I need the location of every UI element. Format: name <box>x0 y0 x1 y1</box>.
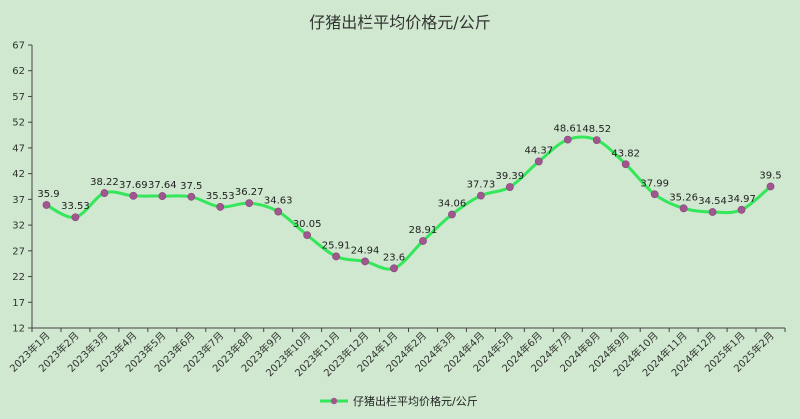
legend-marker-swatch <box>330 397 338 405</box>
data-point <box>187 192 196 201</box>
data-point <box>71 213 80 222</box>
data-point <box>245 199 254 208</box>
data-point <box>650 190 659 199</box>
data-point <box>419 237 427 245</box>
data-label: 25.91 <box>322 240 351 251</box>
data-label: 37.5 <box>180 181 202 192</box>
data-label: 35.53 <box>206 191 235 202</box>
data-label: 39.39 <box>496 171 525 182</box>
y-tick-label: 47 <box>12 143 25 154</box>
data-point <box>390 264 398 273</box>
data-point <box>621 160 630 169</box>
data-label: 37.99 <box>640 178 669 189</box>
data-label: 34.54 <box>698 196 727 207</box>
data-label: 33.53 <box>61 201 90 212</box>
y-tick-label: 42 <box>12 169 25 180</box>
series-line-layer <box>44 135 773 271</box>
y-tick-label: 52 <box>12 118 25 129</box>
data-point <box>448 210 456 219</box>
data-point <box>129 191 138 200</box>
data-point <box>100 189 109 197</box>
data-point <box>534 157 543 166</box>
legend-label: 仔猪出栏平均价格元/公斤 <box>353 394 478 408</box>
y-tick-label: 62 <box>12 66 25 77</box>
data-point <box>332 252 340 261</box>
data-label: 23.6 <box>383 252 405 263</box>
data-point <box>42 201 51 209</box>
y-tick-label: 27 <box>12 246 25 257</box>
data-label: 48.52 <box>582 124 611 135</box>
data-point <box>361 257 369 266</box>
legend: 仔猪出栏平均价格元/公斤 <box>320 394 478 408</box>
data-label: 34.63 <box>264 196 293 207</box>
data-label: 38.22 <box>90 177 119 188</box>
data-point <box>766 182 775 191</box>
data-point <box>563 135 572 144</box>
data-label: 28.91 <box>409 225 438 236</box>
data-label: 24.94 <box>351 245 380 256</box>
data-label: 43.82 <box>611 148 640 159</box>
data-point <box>274 207 283 216</box>
data-point <box>505 183 514 191</box>
data-label: 34.06 <box>438 198 467 209</box>
data-label: 37.69 <box>119 180 148 191</box>
data-label: 44.37 <box>525 145 554 156</box>
y-tick-label: 22 <box>12 272 25 283</box>
data-points <box>42 135 775 273</box>
data-label: 37.64 <box>148 180 177 191</box>
data-point <box>477 191 485 200</box>
data-label: 34.97 <box>727 194 756 205</box>
data-point <box>708 208 717 216</box>
data-label: 30.05 <box>293 219 322 230</box>
data-label: 48.61 <box>553 124 582 135</box>
data-label: 35.26 <box>669 192 698 203</box>
data-point <box>737 205 746 214</box>
y-tick-label: 17 <box>12 298 25 309</box>
y-tick-label: 32 <box>12 221 25 232</box>
data-point <box>679 204 688 213</box>
data-point <box>216 203 225 211</box>
y-tick-label: 37 <box>12 195 25 206</box>
data-point <box>592 136 601 144</box>
data-label: 39.5 <box>759 171 781 182</box>
y-tick-label: 67 <box>12 41 25 52</box>
axes: 1217222732374247525762672023年1月2023年2月20… <box>7 41 786 379</box>
data-label: 36.27 <box>235 187 264 198</box>
data-label: 35.9 <box>37 189 59 200</box>
y-tick-label: 57 <box>12 92 25 103</box>
data-point <box>158 192 167 200</box>
data-label: 37.73 <box>467 180 496 191</box>
chart-title: 仔猪出栏平均价格元/公斤 <box>309 13 490 32</box>
data-point <box>303 231 312 240</box>
y-tick-label: 12 <box>12 324 25 335</box>
series-line <box>44 135 773 271</box>
